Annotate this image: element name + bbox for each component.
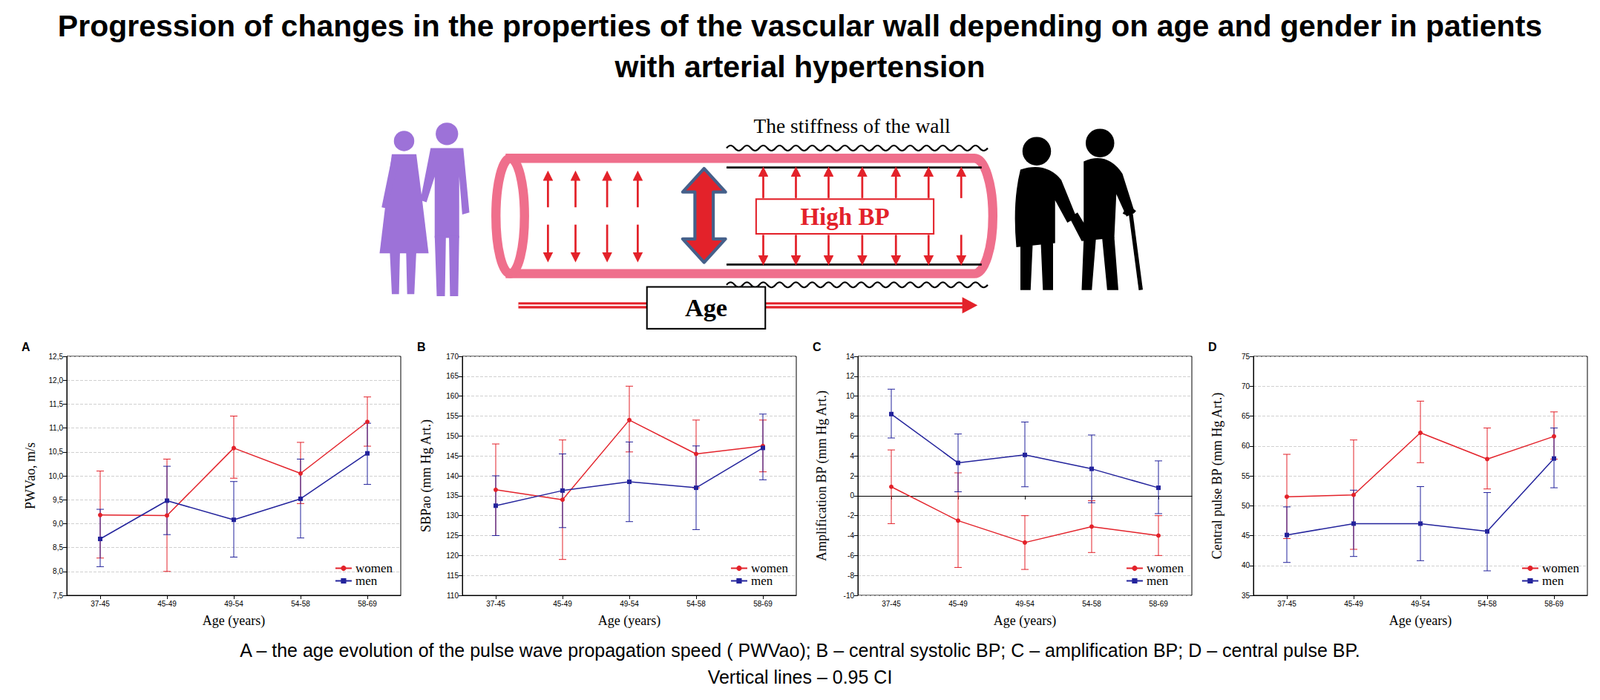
svg-text:-8: -8 xyxy=(847,571,855,580)
svg-text:women: women xyxy=(1146,561,1184,576)
svg-text:0: 0 xyxy=(849,491,855,500)
html-text:Progression of changes in the: Progression of changes in the properties… xyxy=(57,8,1543,84)
svg-text:women: women xyxy=(1542,561,1580,576)
svg-text:B: B xyxy=(417,340,426,354)
svg-text:women: women xyxy=(355,561,393,576)
svg-text:65: 65 xyxy=(1241,411,1251,421)
svg-text:49-54: 49-54 xyxy=(1410,599,1431,608)
svg-text:155: 155 xyxy=(446,411,459,421)
svg-text:D: D xyxy=(1208,340,1218,354)
svg-text:150: 150 xyxy=(446,431,459,441)
svg-text:C: C xyxy=(812,340,822,354)
svg-text:8: 8 xyxy=(849,411,855,421)
svg-text:110: 110 xyxy=(446,591,459,600)
svg-text:10: 10 xyxy=(846,391,855,400)
svg-text:130: 130 xyxy=(446,511,459,520)
svg-text:Age (years): Age (years) xyxy=(598,612,661,629)
svg-text:45: 45 xyxy=(1241,531,1251,540)
svg-text:140: 140 xyxy=(446,471,459,481)
svg-text:A: A xyxy=(21,340,31,354)
svg-text:115: 115 xyxy=(446,571,459,580)
svg-text:-2: -2 xyxy=(847,511,855,520)
svg-text:Age (years): Age (years) xyxy=(993,612,1057,629)
svg-text:60: 60 xyxy=(1241,441,1251,450)
svg-text:49-54: 49-54 xyxy=(224,599,244,608)
svg-text:58-69: 58-69 xyxy=(753,599,773,608)
svg-text:Age: Age xyxy=(684,293,728,322)
svg-text:54-58: 54-58 xyxy=(1477,599,1497,608)
svg-text:2: 2 xyxy=(849,471,855,481)
svg-text:-4: -4 xyxy=(847,531,855,540)
svg-text:4: 4 xyxy=(849,451,855,461)
svg-text:120: 120 xyxy=(446,551,459,560)
svg-text:45-49: 45-49 xyxy=(552,599,573,608)
svg-text:SBPao (mm Hg Art.): SBPao (mm Hg Art.) xyxy=(418,419,435,533)
svg-text:Age (years): Age (years) xyxy=(202,612,265,629)
svg-text:58-69: 58-69 xyxy=(1544,599,1564,608)
svg-text:The stiffness of the wall: The stiffness of the wall xyxy=(753,114,951,138)
svg-text:8,5: 8,5 xyxy=(52,543,64,552)
svg-text:58-69: 58-69 xyxy=(1148,599,1169,608)
svg-text:9,5: 9,5 xyxy=(52,495,64,504)
svg-text:men: men xyxy=(355,573,378,588)
svg-text:11,0: 11,0 xyxy=(48,423,64,432)
svg-text:Amplification BP (mm Hg Art.): Amplification BP (mm Hg Art.) xyxy=(814,390,830,562)
svg-text:men: men xyxy=(1146,573,1169,588)
svg-text:54-58: 54-58 xyxy=(686,599,706,608)
svg-text:men: men xyxy=(1542,573,1565,588)
svg-text:145: 145 xyxy=(446,451,459,461)
svg-text:40: 40 xyxy=(1241,561,1251,570)
svg-text:Age (years): Age (years) xyxy=(1389,612,1452,629)
svg-text:45-49: 45-49 xyxy=(1343,599,1364,608)
svg-text:75: 75 xyxy=(1241,352,1251,361)
svg-text:10,5: 10,5 xyxy=(48,447,64,456)
svg-text:70: 70 xyxy=(1241,382,1251,391)
svg-text:37-45: 37-45 xyxy=(881,599,901,608)
svg-text:11,5: 11,5 xyxy=(48,400,64,409)
svg-text:37-45: 37-45 xyxy=(90,599,110,608)
svg-text:9,0: 9,0 xyxy=(52,519,64,528)
svg-text:6: 6 xyxy=(849,431,855,441)
html-text:Vertical lines – 0.95 CI: Vertical lines – 0.95 CI xyxy=(707,666,893,688)
svg-text:High BP: High BP xyxy=(800,203,890,231)
svg-text:45-49: 45-49 xyxy=(157,599,177,608)
svg-text:49-54: 49-54 xyxy=(619,599,639,608)
svg-text:54-58: 54-58 xyxy=(290,599,311,608)
svg-text:women: women xyxy=(751,561,789,576)
svg-text:160: 160 xyxy=(446,391,459,400)
svg-text:10,0: 10,0 xyxy=(48,471,64,481)
svg-text:50: 50 xyxy=(1241,501,1251,510)
svg-text:49-54: 49-54 xyxy=(1015,599,1035,608)
html-text:A – the age evolution of the p: A – the age evolution of the pulse wave … xyxy=(239,639,1361,661)
svg-text:Central pulse BP (mm Hg Art.): Central pulse BP (mm Hg Art.) xyxy=(1209,392,1226,559)
svg-text:54-58: 54-58 xyxy=(1082,599,1102,608)
svg-text:37-45: 37-45 xyxy=(486,599,506,608)
svg-text:12,0: 12,0 xyxy=(48,376,64,385)
svg-text:135: 135 xyxy=(446,491,459,500)
svg-text:55: 55 xyxy=(1241,471,1251,481)
svg-text:45-49: 45-49 xyxy=(948,599,968,608)
svg-text:165: 165 xyxy=(446,371,459,380)
svg-text:7,5: 7,5 xyxy=(52,591,64,600)
svg-text:-10: -10 xyxy=(843,591,855,600)
svg-text:12,5: 12,5 xyxy=(48,352,64,361)
svg-text:12: 12 xyxy=(846,371,855,380)
svg-text:PWVao, m/s: PWVao, m/s xyxy=(23,442,38,510)
svg-text:35: 35 xyxy=(1241,591,1251,600)
svg-text:-6: -6 xyxy=(847,551,855,560)
svg-text:170: 170 xyxy=(446,352,459,361)
svg-text:14: 14 xyxy=(846,352,855,361)
svg-text:125: 125 xyxy=(446,531,459,540)
svg-text:men: men xyxy=(751,573,774,588)
svg-text:58-69: 58-69 xyxy=(357,599,377,608)
svg-text:37-45: 37-45 xyxy=(1277,599,1297,608)
svg-text:8,0: 8,0 xyxy=(52,566,64,576)
